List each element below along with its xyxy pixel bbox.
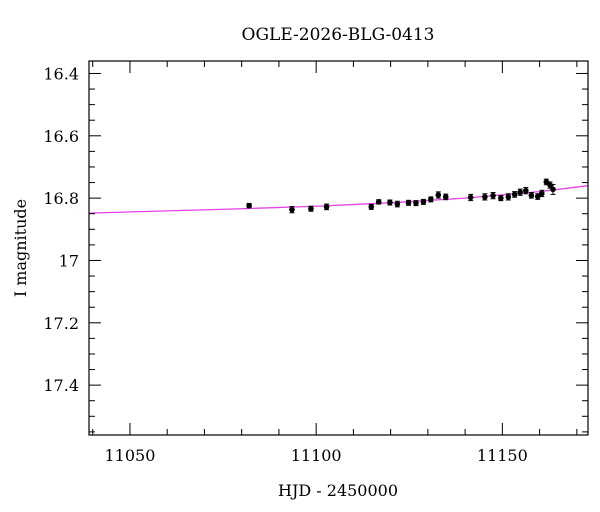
data-point	[405, 200, 412, 206]
y-tick-label: 16.8	[43, 189, 79, 208]
data-point	[547, 182, 553, 188]
data-point	[534, 193, 541, 200]
data-point	[482, 194, 488, 200]
data-point	[387, 199, 393, 206]
data-point	[394, 201, 401, 207]
data-point	[498, 195, 504, 201]
data-point	[420, 199, 427, 205]
data-point	[435, 192, 442, 198]
data-points-layer	[246, 178, 556, 214]
chart-title: OGLE-2026-BLG-0413	[242, 25, 435, 45]
plot-frame	[88, 60, 589, 436]
data-point	[490, 192, 496, 199]
x-tick-label: 11050	[105, 446, 156, 465]
data-point	[539, 190, 545, 197]
data-point	[375, 199, 382, 205]
data-point	[511, 191, 518, 198]
x-tick-label: 11100	[291, 446, 342, 465]
data-point	[543, 179, 550, 185]
data-point	[246, 202, 252, 209]
data-point	[289, 206, 295, 213]
data-point	[442, 194, 449, 200]
model-curve-layer	[88, 185, 589, 214]
y-axis-label: I magnitude	[11, 199, 30, 297]
axis-ticks-layer: 11050 11100 11150 16.4 16.6 16.8 17 17.2 17.4	[43, 61, 588, 465]
x-axis-label: HJD - 2450000	[278, 481, 398, 500]
data-point	[428, 196, 434, 203]
data-point	[308, 205, 314, 212]
data-point	[517, 189, 524, 196]
y-tick-label: 16.4	[43, 64, 79, 83]
data-point	[523, 187, 529, 194]
x-tick-label: 11150	[477, 446, 528, 465]
data-point	[550, 186, 556, 193]
data-point	[368, 204, 375, 210]
y-tick-label: 17.4	[43, 376, 79, 395]
y-tick-label: 17.2	[43, 314, 79, 333]
y-tick-label: 16.6	[43, 127, 79, 146]
data-point	[505, 194, 512, 200]
data-point	[528, 192, 535, 199]
y-tick-label: 17	[59, 251, 79, 270]
model-curve-line	[88, 185, 589, 214]
data-point	[323, 204, 330, 210]
data-point	[467, 194, 474, 201]
data-point	[413, 200, 419, 206]
